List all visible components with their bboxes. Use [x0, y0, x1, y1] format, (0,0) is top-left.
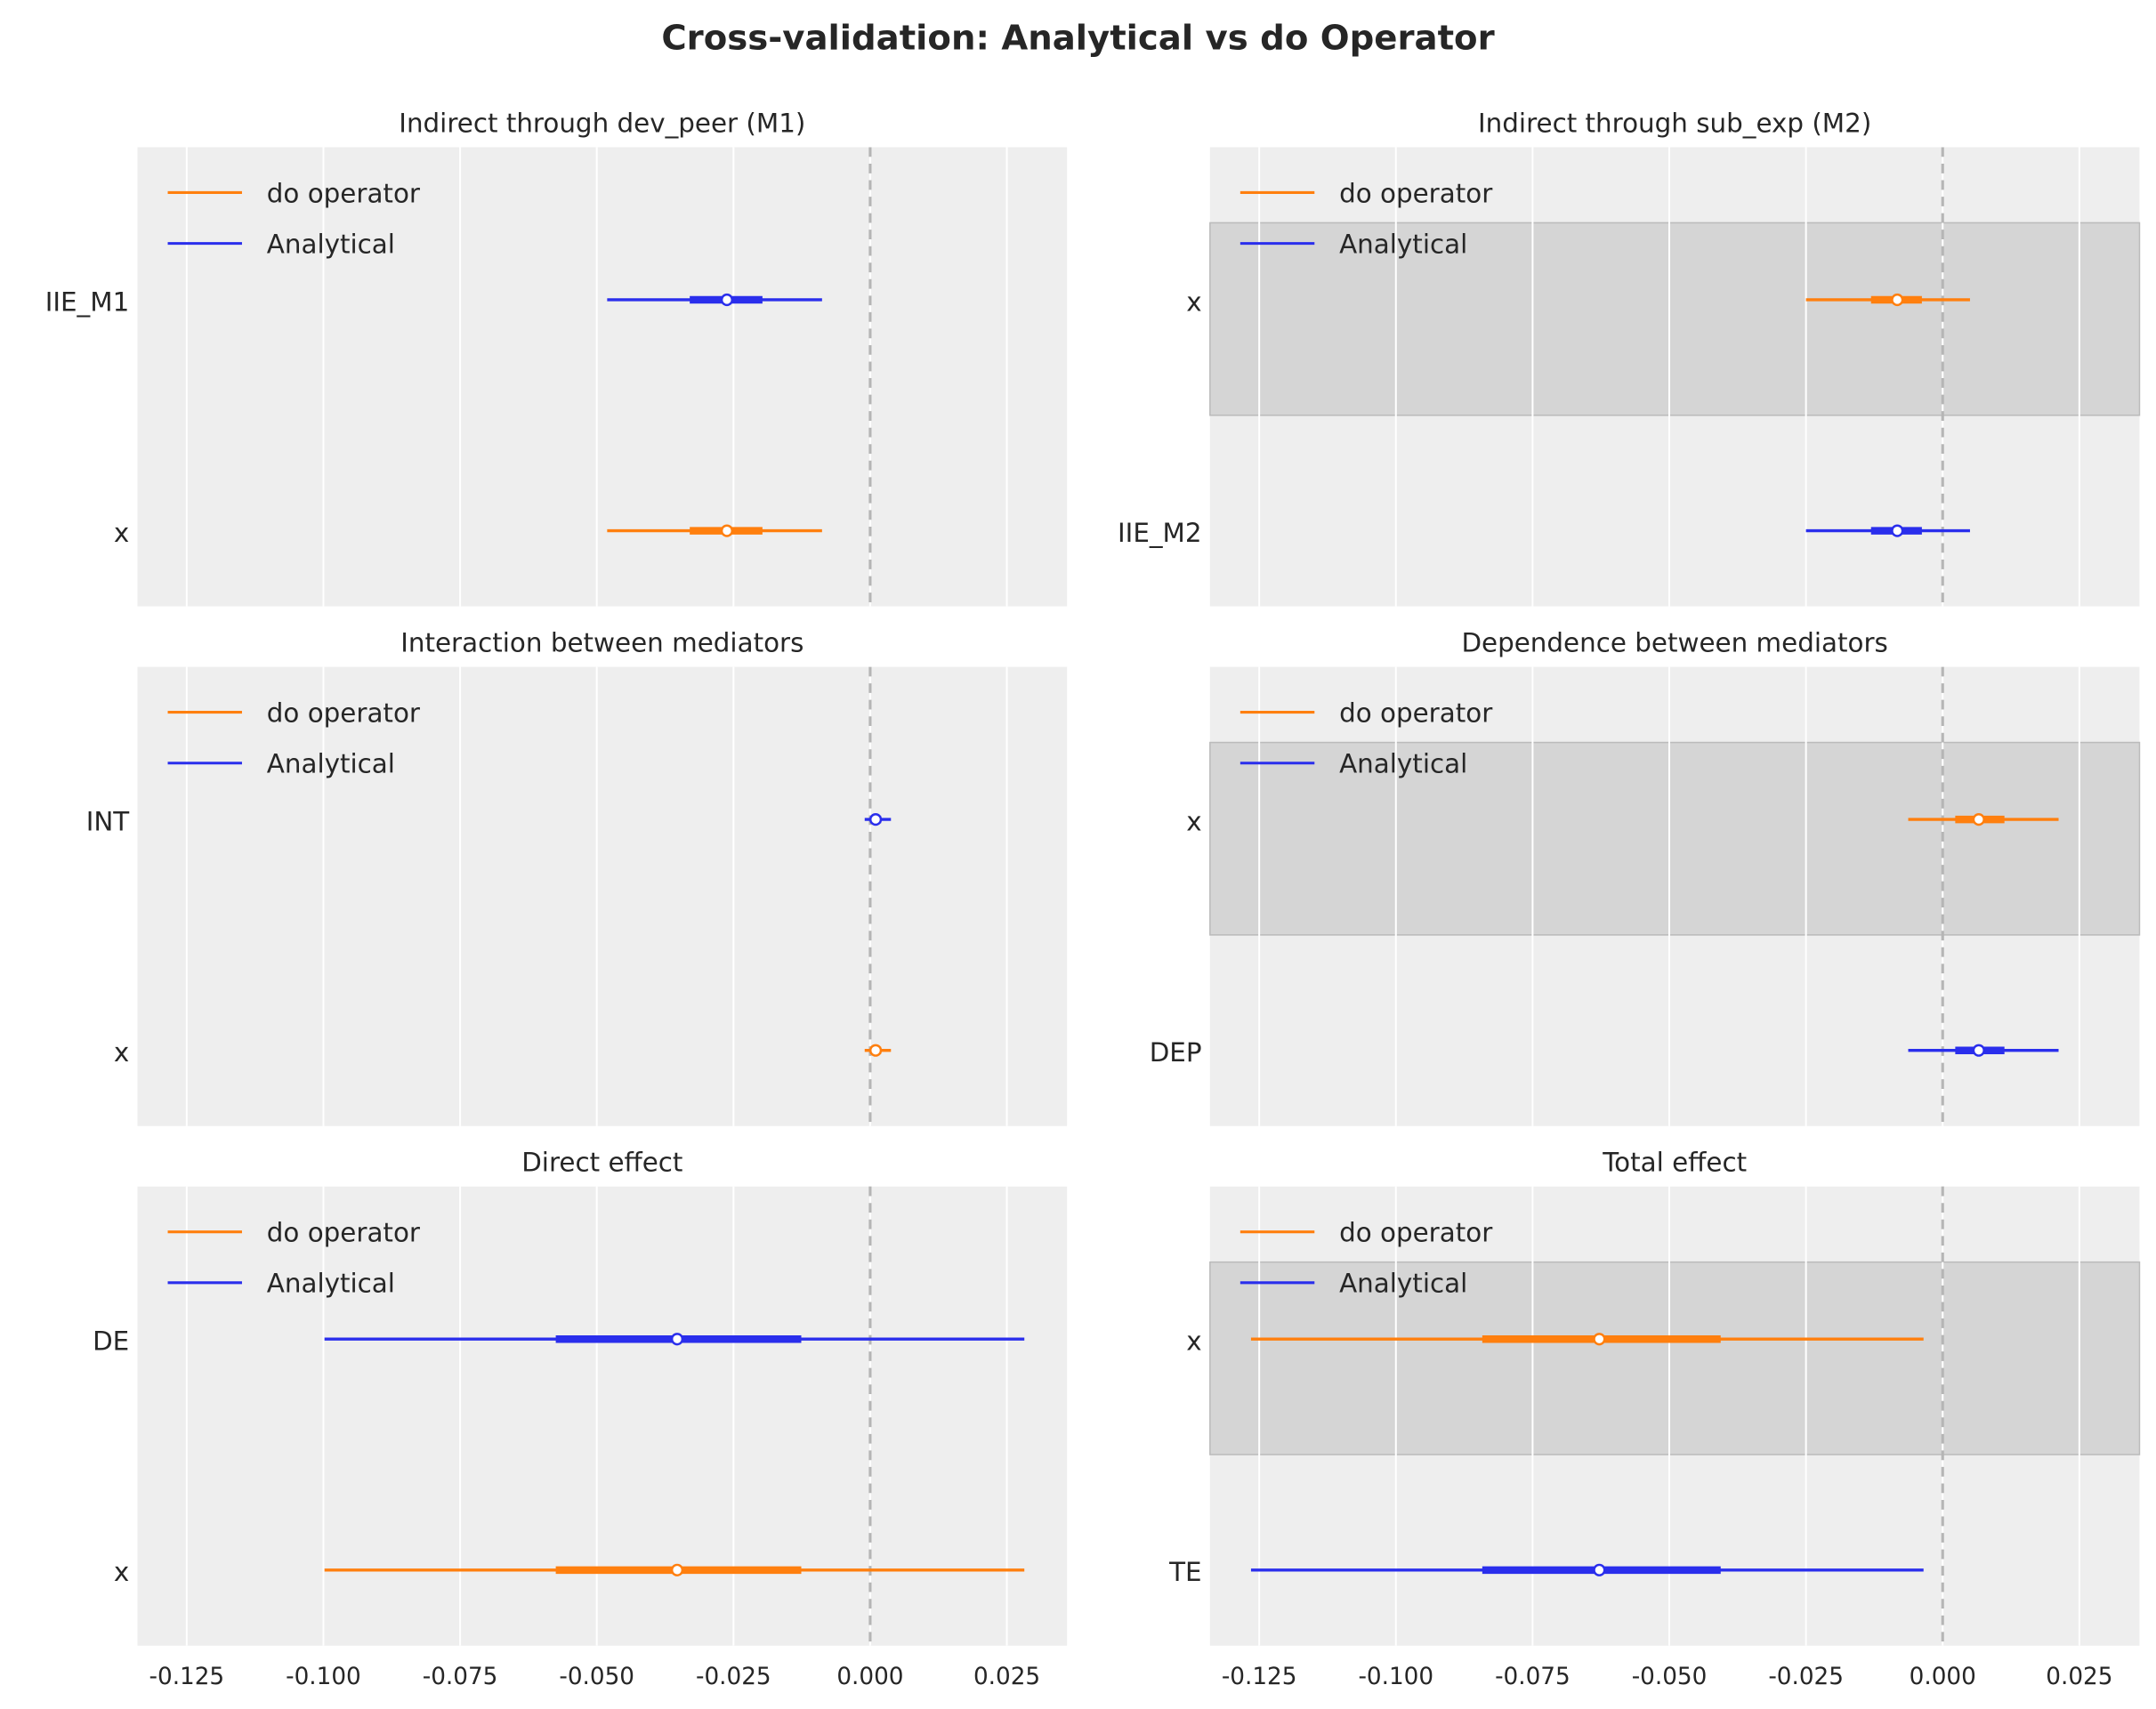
panel-title: Interaction between mediators	[400, 628, 803, 658]
panel-background	[137, 1186, 1068, 1646]
median-point	[1593, 1333, 1606, 1346]
y-tick-label: x	[114, 1037, 129, 1068]
y-tick-label: IIE_M2	[1118, 518, 1202, 548]
x-tick-label: -0.125	[1222, 1664, 1297, 1690]
median-point	[868, 1044, 883, 1057]
y-tick-label: x	[114, 518, 129, 548]
median-point	[868, 812, 883, 826]
y-tick-label: x	[114, 1557, 129, 1587]
legend-label: Analytical	[267, 229, 395, 259]
panel-5: -0.125 -0.100 -0.075 -0.050 -0.025 0.000 0.025…	[1168, 1148, 2141, 1690]
legend-label: do operator	[267, 697, 421, 728]
legend-label: do operator	[1339, 178, 1493, 208]
median-point	[1891, 524, 1904, 537]
y-tick-label: DE	[93, 1326, 129, 1357]
panel-title: Total effect	[1602, 1148, 1747, 1178]
x-tick-label: -0.050	[1632, 1664, 1708, 1690]
panel-background	[137, 666, 1068, 1126]
x-tick-label: -0.075	[423, 1664, 498, 1690]
median-point	[1891, 293, 1904, 307]
y-tick-label: INT	[86, 806, 131, 836]
y-tick-label: x	[1186, 1326, 1201, 1357]
x-tick-label: 0.025	[2046, 1664, 2112, 1690]
x-tick-label: -0.125	[149, 1664, 225, 1690]
legend-label: do operator	[1339, 697, 1493, 728]
highlight-band	[1209, 741, 2141, 936]
median-point	[720, 293, 734, 307]
panel-title: Dependence between mediators	[1461, 628, 1887, 658]
y-tick-label: IIE_M1	[45, 286, 130, 317]
legend-label: Analytical	[1339, 749, 1467, 779]
median-point	[670, 1563, 684, 1576]
panel-title: Direct effect	[521, 1148, 682, 1178]
legend-label: do operator	[267, 178, 421, 208]
legend-label: Analytical	[1339, 229, 1467, 259]
legend-label: Analytical	[267, 1269, 395, 1299]
median-point	[720, 524, 734, 537]
x-tick-label: -0.100	[1358, 1664, 1433, 1690]
panel-title: Indirect through sub_exp (M2)	[1478, 108, 1871, 138]
legend-label: Analytical	[1339, 1269, 1467, 1299]
panel-title: Indirect through dev_peer (M1)	[399, 108, 805, 138]
legend-label: do operator	[1339, 1217, 1493, 1247]
panel-3: Dependence between mediators do operator A…	[1150, 628, 2141, 1126]
median-point	[1972, 1044, 1985, 1057]
panel-2: Interaction between mediators do operator…	[86, 628, 1068, 1126]
figure-title: Cross-validation: Analytical vs do Opera…	[661, 19, 1494, 59]
x-tick-label: -0.025	[1768, 1664, 1844, 1690]
x-tick-label: 0.025	[973, 1664, 1040, 1690]
y-tick-label: x	[1186, 806, 1201, 836]
x-tick-label: -0.075	[1495, 1664, 1571, 1690]
highlight-band	[1209, 222, 2141, 416]
median-point	[1972, 812, 1985, 826]
y-tick-label: x	[1186, 286, 1201, 317]
panel-1: Indirect through sub_exp (M2) do operator…	[1118, 108, 2141, 607]
median-point	[670, 1333, 684, 1346]
x-tick-label: 0.000	[836, 1664, 903, 1690]
x-tick-label: 0.000	[1910, 1664, 1976, 1690]
y-tick-label: DEP	[1150, 1037, 1202, 1068]
x-tick-label: -0.050	[559, 1664, 634, 1690]
x-tick-label: -0.100	[286, 1664, 361, 1690]
panel-4: -0.125 -0.100 -0.075 -0.050 -0.025 0.000 0.025…	[93, 1148, 1068, 1690]
legend-label: do operator	[267, 1217, 421, 1247]
y-tick-label: TE	[1168, 1557, 1201, 1587]
panel-0: Indirect through dev_peer (M1) do operato…	[45, 108, 1068, 607]
median-point	[1593, 1563, 1606, 1576]
x-tick-label: -0.025	[696, 1664, 771, 1690]
panel-background	[137, 147, 1068, 607]
highlight-band	[1209, 1261, 2141, 1455]
legend-label: Analytical	[267, 749, 395, 779]
